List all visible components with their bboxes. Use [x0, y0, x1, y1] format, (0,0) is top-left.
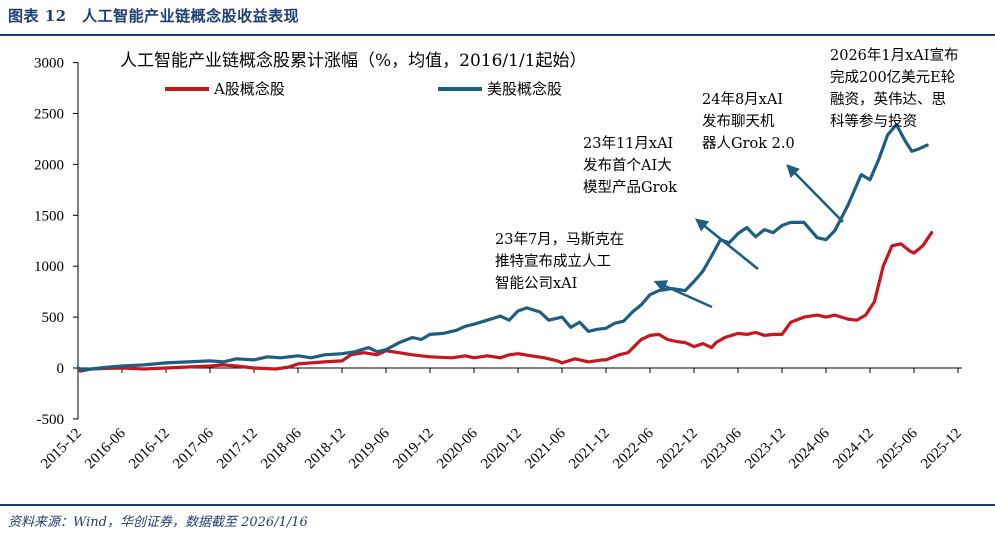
- y-tick-label: 1000: [34, 259, 64, 275]
- x-tick-label: 2025-12: [918, 426, 965, 473]
- legend-label: A股概念股: [213, 80, 285, 98]
- figure-source: 资料来源：Wind，华创证券，数据截至 2026/1/16: [8, 515, 308, 530]
- y-tick-label: 0: [57, 361, 65, 377]
- y-tick-label: 500: [42, 310, 65, 326]
- annotation-line: 发布首个AI大: [583, 157, 672, 174]
- x-tick-label: 2024-06: [786, 425, 833, 472]
- x-tick-label: 2019-06: [346, 425, 393, 472]
- series-group: [76, 123, 934, 373]
- annotation-line: 推特宣布成立人工: [495, 253, 611, 270]
- chart-title: 人工智能产业链概念股累计涨幅（%，均值，2016/1/1起始）: [120, 50, 587, 71]
- annotation-line: 科等参与投资: [830, 112, 917, 130]
- figure-header: 图表 12 人工智能产业链概念股收益表现: [0, 0, 995, 34]
- y-tick-label: -500: [37, 412, 65, 428]
- x-axis: 2015-122016-062016-122017-062017-122018-…: [38, 367, 965, 473]
- x-tick-label: 2022-06: [610, 425, 657, 472]
- footer-rule: [0, 504, 995, 506]
- x-tick-label: 2024-12: [830, 426, 877, 473]
- y-tick-label: 1500: [34, 208, 64, 224]
- x-tick-label: 2021-12: [566, 426, 613, 473]
- header-rule: [0, 34, 995, 36]
- x-tick-label: 2020-12: [478, 426, 525, 473]
- x-tick-label: 2022-12: [654, 426, 701, 473]
- x-tick-label: 2016-12: [126, 426, 173, 473]
- annotation-line: 发布聊天机: [702, 113, 775, 130]
- annotation-arrow: [786, 164, 844, 223]
- annotation-line: 23年11月xAI: [583, 135, 673, 152]
- x-tick-label: 2018-06: [258, 425, 305, 472]
- annotation-line: 融资，英伟达、思: [830, 90, 946, 108]
- x-tick-label: 2019-12: [390, 426, 437, 473]
- y-tick-label: 2500: [34, 107, 64, 123]
- x-tick-label: 2017-12: [214, 426, 261, 473]
- legend: A股概念股 美股概念股: [165, 80, 562, 98]
- x-tick-label: 2016-06: [82, 425, 129, 472]
- x-tick-label: 2020-06: [434, 425, 481, 472]
- figure-title: 图表 12 人工智能产业链概念股收益表现: [8, 7, 300, 25]
- y-axis: -500 0 500 1000 1500 2000 2500 3000: [34, 56, 79, 428]
- series-line-us: [76, 123, 929, 372]
- x-tick-label: 2023-12: [742, 426, 789, 473]
- annotation-line: 器人Grok 2.0: [702, 135, 795, 152]
- x-tick-label: 2015-12: [38, 426, 85, 473]
- y-tick-label: 2000: [34, 157, 64, 173]
- y-tick-label: 3000: [34, 56, 64, 72]
- annotation-arrow: [694, 218, 759, 271]
- annotation-line: 智能公司xAI: [495, 275, 577, 292]
- series-line-a-share: [76, 231, 934, 373]
- x-tick-label: 2023-06: [698, 425, 745, 472]
- x-tick-label: 2018-12: [302, 426, 349, 473]
- chart-area: 人工智能产业链概念股累计涨幅（%，均值，2016/1/1起始） -500 0 500…: [34, 47, 965, 473]
- annotation-line: 24年8月xAI: [702, 91, 783, 108]
- annotation-arrow: [653, 280, 713, 309]
- legend-label: 美股概念股: [487, 80, 562, 98]
- annotation-line: 23年7月，马斯克在: [495, 231, 624, 248]
- annotation-line: 完成200亿美元E轮: [830, 69, 955, 86]
- x-tick-label: 2021-06: [522, 425, 569, 472]
- annotation-line: 2026年1月xAI宣布: [830, 47, 959, 64]
- x-tick-label: 2025-06: [874, 425, 921, 472]
- annotation-line: 模型产品Grok: [583, 179, 677, 196]
- x-tick-label: 2017-06: [170, 425, 217, 472]
